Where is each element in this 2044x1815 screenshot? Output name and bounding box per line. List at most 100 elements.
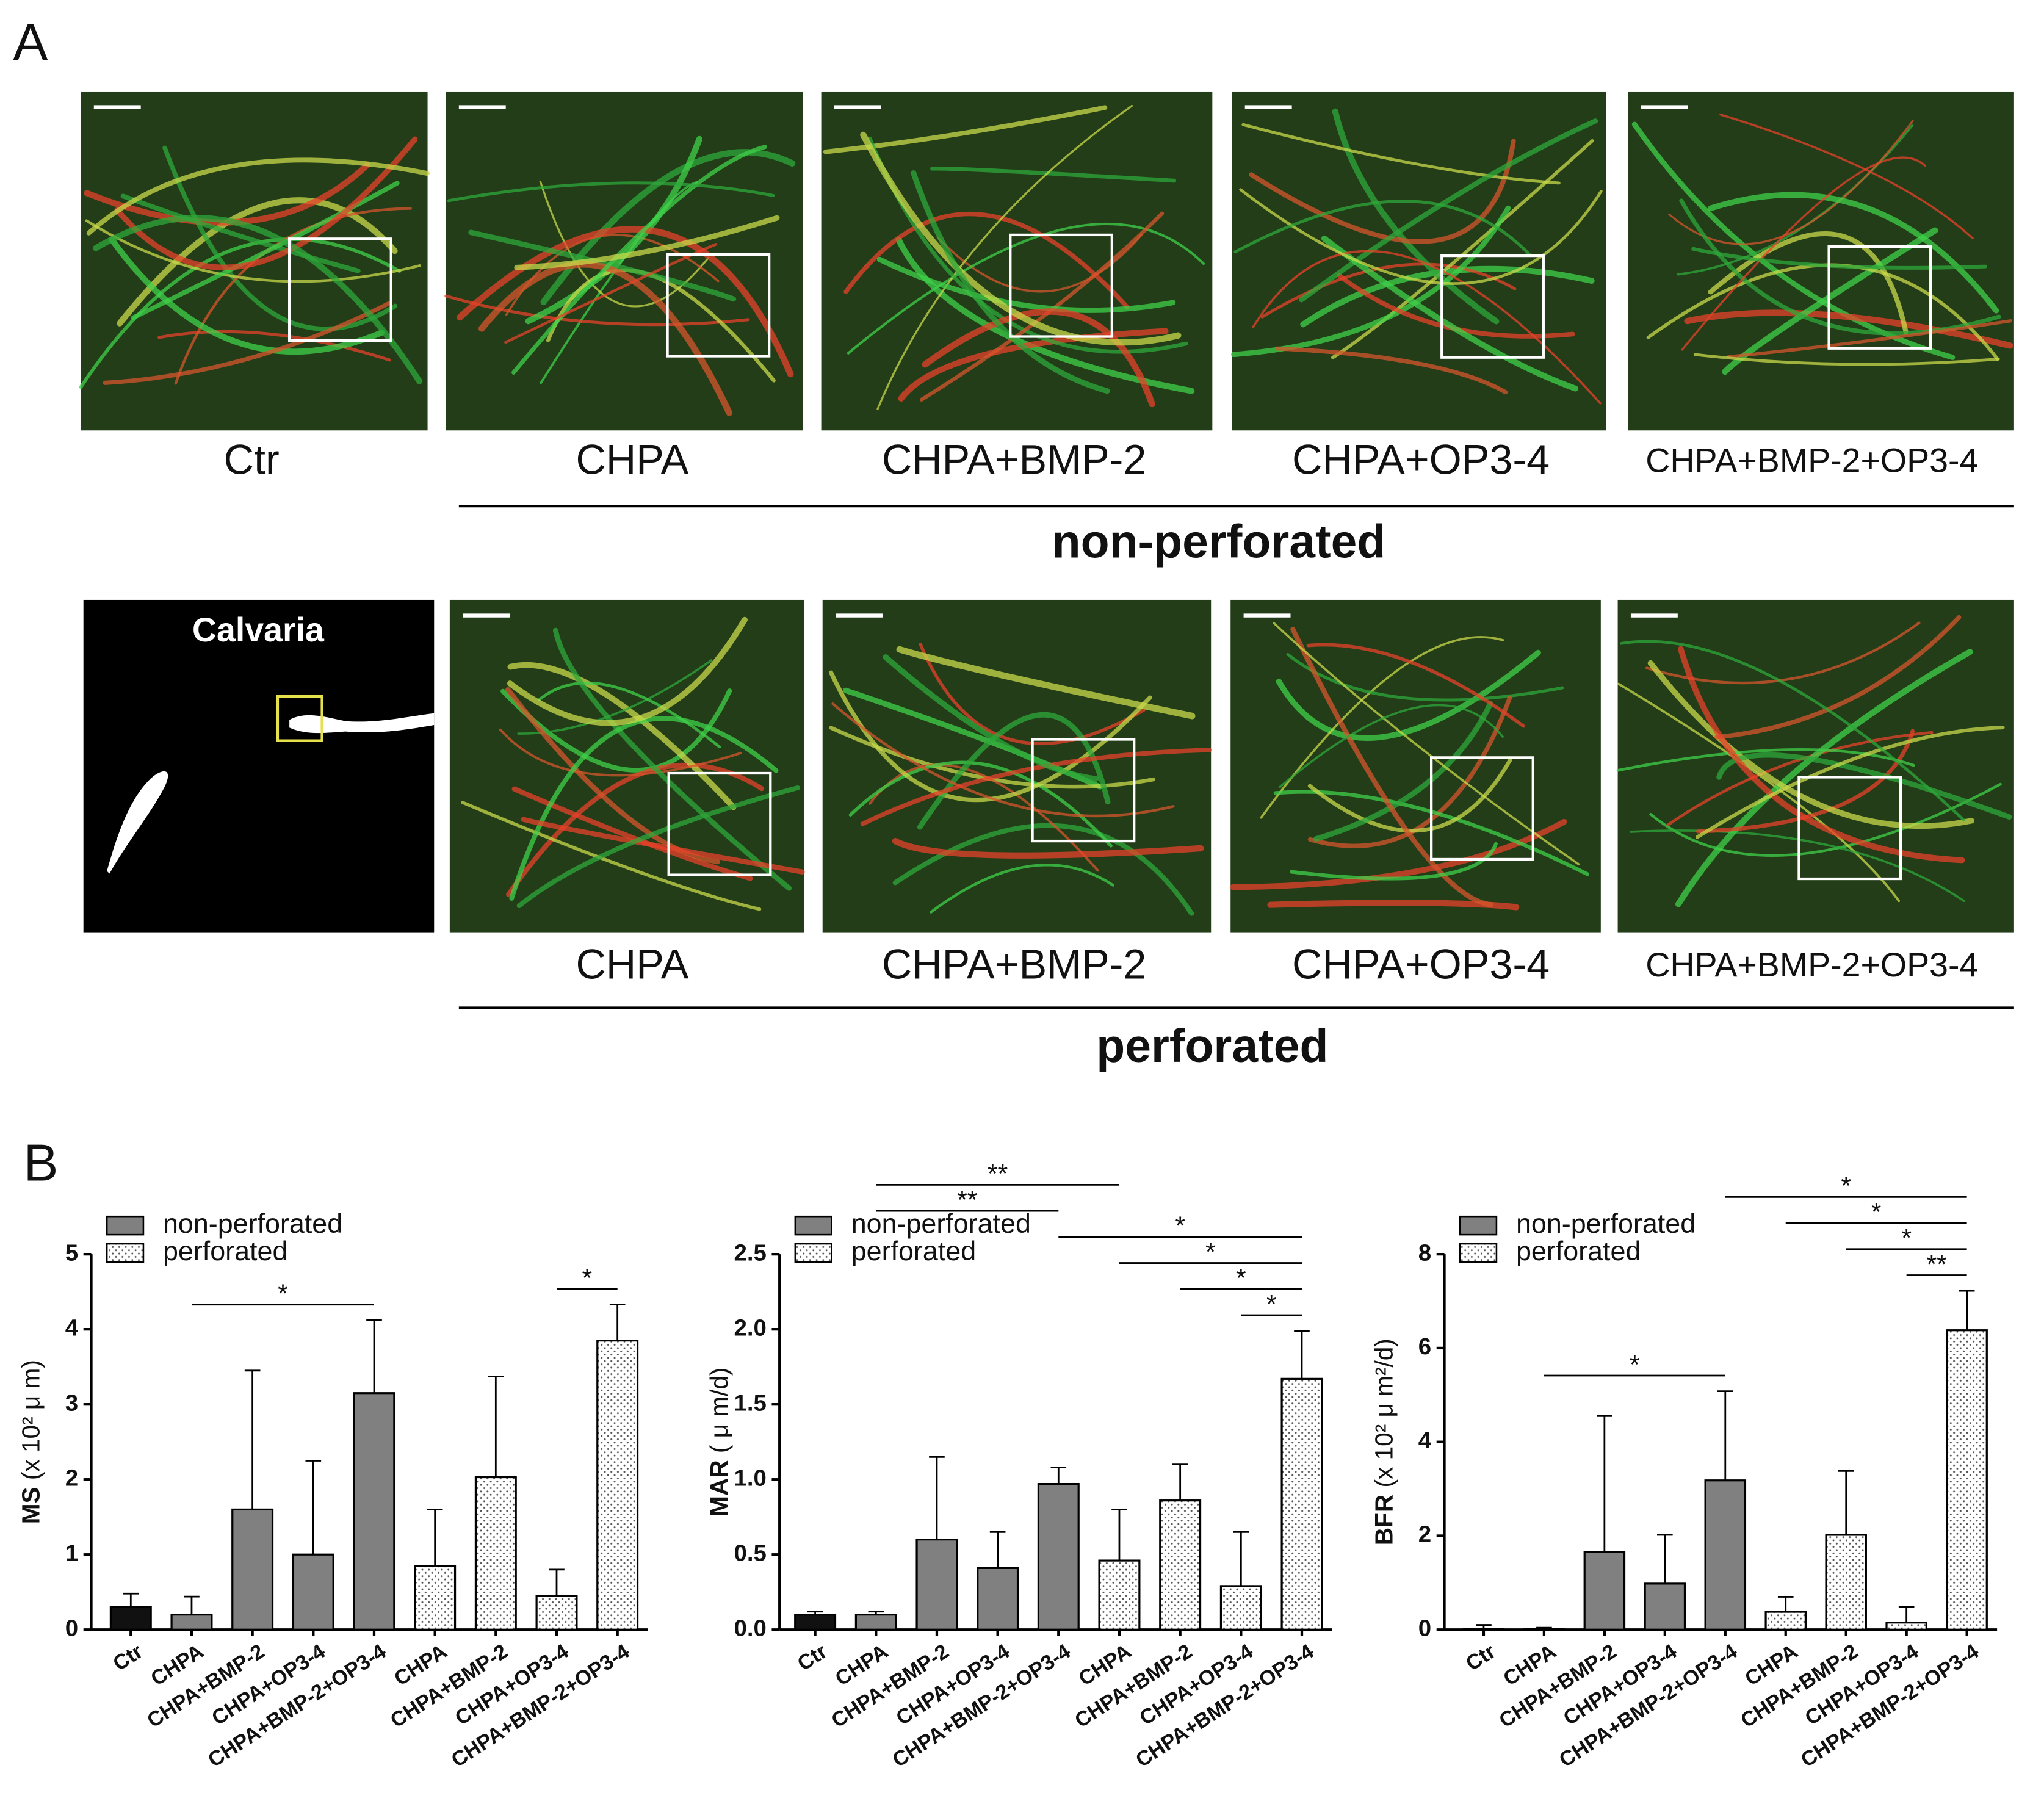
bar — [1885, 1622, 1927, 1631]
y-tick-label: 2 — [1418, 1521, 1431, 1548]
tissue-stripe — [447, 181, 775, 203]
tissue-stripe — [876, 256, 1176, 313]
micrograph — [449, 599, 805, 933]
tissue-stripe — [1629, 829, 1965, 903]
significance-label: * — [1630, 1350, 1640, 1379]
roi-box — [1440, 254, 1545, 359]
roi-box — [1009, 233, 1114, 338]
tissue-stripe — [1695, 726, 2005, 839]
tissue-stripe — [1275, 346, 1508, 395]
significance-label: * — [1841, 1172, 1851, 1201]
legend-label: perforated — [851, 1235, 976, 1266]
micrograph — [444, 91, 803, 431]
y-tick-label: 5 — [65, 1239, 78, 1266]
image-caption: CHPA+BMP-2+OP3-4 — [1645, 946, 1978, 984]
roi-box — [1827, 245, 1932, 350]
tissue-stripe — [1675, 649, 1973, 908]
y-axis-label: MS (x 10² μ m) — [16, 1360, 45, 1524]
bar — [794, 1614, 837, 1631]
image-caption: CHPA+OP3-4 — [1292, 941, 1550, 987]
y-tick-label: 2.0 — [734, 1315, 766, 1341]
tissue-stripe — [1313, 701, 1493, 842]
tissue-stripe — [507, 616, 748, 726]
legend-label: non-perforated — [163, 1208, 342, 1239]
tissue-stripe — [1722, 227, 1938, 375]
micrograph — [1231, 91, 1606, 431]
bar — [854, 1614, 897, 1631]
tissue-stripe — [922, 308, 1155, 408]
y-label-name: MS — [16, 1487, 45, 1524]
bar — [1219, 1585, 1262, 1631]
calvaria-roi — [276, 695, 323, 742]
bar — [231, 1508, 274, 1631]
significance-label: * — [1266, 1290, 1277, 1319]
y-label-name: MAR — [705, 1460, 733, 1516]
y-tick-label: 2 — [65, 1465, 78, 1491]
micrograph — [1628, 91, 2014, 431]
image-background — [449, 599, 804, 933]
bar — [414, 1565, 457, 1631]
legend-swatch — [794, 1215, 832, 1236]
roi-box — [1430, 756, 1534, 861]
bar — [1583, 1551, 1626, 1631]
legend-swatch — [106, 1215, 145, 1236]
tissue-stripe — [1727, 319, 2012, 359]
group-label: non-perforated — [1052, 516, 1386, 568]
tissue-stripe — [1306, 643, 1525, 728]
tissue-stripe — [93, 215, 423, 384]
y-tick-label: 2.5 — [734, 1239, 766, 1266]
tissue-stripe — [1260, 636, 1504, 819]
image-caption: CHPA — [576, 941, 689, 987]
image-background — [1628, 91, 2014, 431]
tissue-stripe — [1696, 729, 1915, 834]
tissue-stripe — [1290, 627, 1494, 908]
y-axis-label: BFR (x 10² μ m²/d) — [1370, 1338, 1398, 1545]
tissue-stripe — [504, 243, 718, 344]
micrograph — [821, 91, 1213, 431]
bar — [1946, 1329, 1988, 1631]
calvaria-image — [83, 599, 435, 933]
bar — [1037, 1482, 1080, 1631]
tissue-stripe — [892, 837, 1204, 859]
tissue-stripe — [505, 687, 721, 864]
tissue-stripe — [1708, 231, 1909, 334]
tissue-stripe — [895, 236, 1195, 394]
y-tick-label: 4 — [1418, 1427, 1432, 1454]
y-tick-label: 0.0 — [734, 1615, 766, 1641]
x-tick-label: Ctr — [793, 1640, 831, 1676]
tissue-stripe — [1307, 758, 1512, 833]
tissue-stripe — [114, 136, 418, 270]
tissue-stripe — [521, 817, 805, 875]
micrograph — [1616, 599, 2014, 933]
significance-label: * — [1871, 1197, 1882, 1227]
tissue-stripe — [1279, 704, 1504, 788]
significance-label: * — [278, 1279, 288, 1308]
tissue-stripe — [1260, 262, 1517, 319]
y-tick-label: 1.0 — [734, 1465, 766, 1491]
micrograph — [1230, 599, 1601, 933]
bar — [1462, 1628, 1505, 1631]
image-caption: CHPA+BMP-2+OP3-4 — [1645, 441, 1978, 479]
tissue-stripe — [1666, 731, 1934, 827]
panel-label: A — [13, 13, 48, 71]
tissue-stripe — [117, 197, 398, 327]
tissue-stripe — [1273, 790, 1589, 876]
roi-box — [666, 253, 771, 358]
tissue-stripe — [1233, 200, 1532, 257]
tissue-stripe — [1276, 649, 1541, 742]
tissue-stripe — [162, 145, 398, 331]
tissue-stripe — [883, 654, 1099, 782]
bar — [1644, 1582, 1686, 1631]
significance-label: ** — [1927, 1250, 1947, 1279]
legend-swatch — [794, 1243, 832, 1263]
micrograph — [822, 599, 1212, 933]
bar — [292, 1553, 334, 1631]
tissue-stripe — [1273, 622, 1580, 865]
tissue-stripe — [552, 627, 792, 891]
tissue-stripe — [1331, 139, 1594, 359]
tissue-stripe — [860, 748, 1212, 826]
tissue-stripe — [1677, 646, 1965, 864]
tissue-stripe — [516, 785, 800, 909]
tissue-stripe — [919, 643, 1146, 745]
